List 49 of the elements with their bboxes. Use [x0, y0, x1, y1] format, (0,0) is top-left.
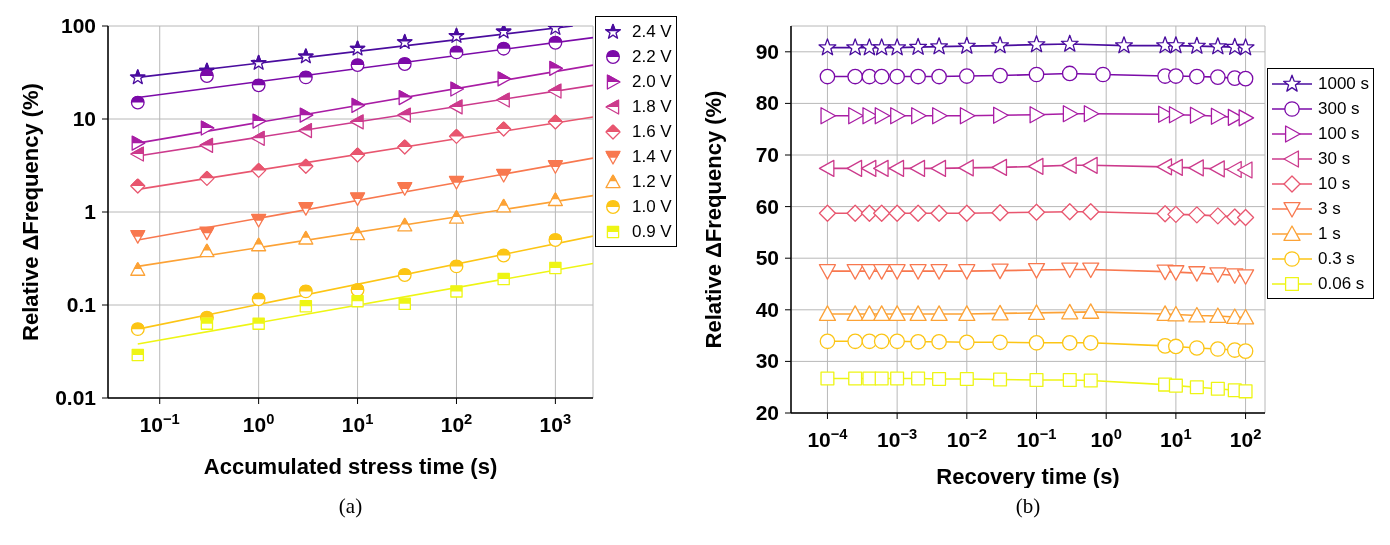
y-tick-label: 20: [755, 401, 779, 424]
x-tick-label: 10$^{−1}$: [1016, 426, 1057, 451]
x-tick-label: 10$^{−4}$: [807, 426, 849, 451]
x-tick-label: 10$^{−1}$: [139, 411, 180, 436]
legend-label: 0.3 s: [1318, 248, 1355, 269]
x-tick-label: 10$^{2}$: [1229, 426, 1262, 451]
y-tick-label: 60: [755, 194, 779, 218]
y-tick-label: 1: [84, 200, 97, 223]
y-tick-label: 50: [755, 246, 779, 270]
y-tick-label: 10: [72, 107, 96, 130]
x-tick-label: 10$^{1}$: [1160, 426, 1192, 451]
y-axis-title: Relative ΔFrequency (%): [17, 83, 43, 341]
legend-label: 1 s: [1318, 223, 1341, 244]
y-tick-label: 70: [755, 143, 779, 166]
x-tick-label: 10$^{2}$: [440, 411, 473, 436]
legend-label: 300 s: [1318, 98, 1360, 119]
y-axis-title: Relative ΔFrequency (%): [700, 90, 726, 349]
legend-label: 2.2 V: [632, 46, 672, 67]
y-tick-label: 0.01: [55, 386, 97, 409]
legend-label: 1.6 V: [632, 121, 672, 142]
legend-label: 1.8 V: [632, 96, 672, 117]
x-tick-label: 10$^{1}$: [341, 411, 374, 436]
x-axis-title: Recovery time (s): [936, 464, 1120, 489]
x-tick-label: 10$^{−3}$: [877, 426, 918, 451]
y-tick-label: 30: [755, 349, 779, 373]
text: (b): [1015, 494, 1041, 518]
text: (a): [338, 494, 363, 518]
legend-label: 1.4 V: [632, 146, 672, 167]
legend-label: 1000 s: [1318, 73, 1370, 94]
legend-label: 3 s: [1318, 198, 1341, 219]
legend-label: 100 s: [1318, 123, 1360, 144]
legend-label: 30 s: [1318, 148, 1351, 169]
legend-label: 1.0 V: [632, 196, 672, 217]
legend-label: 0.06 s: [1318, 273, 1365, 294]
x-tick-label: 10$^{−2}$: [946, 426, 987, 451]
legend-label: 1.2 V: [632, 171, 672, 192]
x-tick-label: 10$^{3}$: [539, 411, 572, 436]
legend-label: 10 s: [1318, 173, 1351, 194]
x-tick-label: 10$^{0}$: [242, 411, 275, 436]
y-tick-label: 40: [755, 297, 779, 321]
y-tick-label: 90: [755, 39, 779, 63]
legend-label: 2.0 V: [632, 71, 672, 92]
y-tick-label: 100: [60, 14, 96, 37]
y-tick-label: 0.1: [66, 293, 97, 316]
y-tick-label: 80: [755, 91, 779, 115]
x-tick-label: 10$^{0}$: [1090, 426, 1122, 451]
x-axis-title: Accumulated stress time (s): [203, 454, 498, 479]
legend-label: 2.4 V: [632, 21, 672, 42]
legend-label: 0.9 V: [632, 221, 672, 242]
